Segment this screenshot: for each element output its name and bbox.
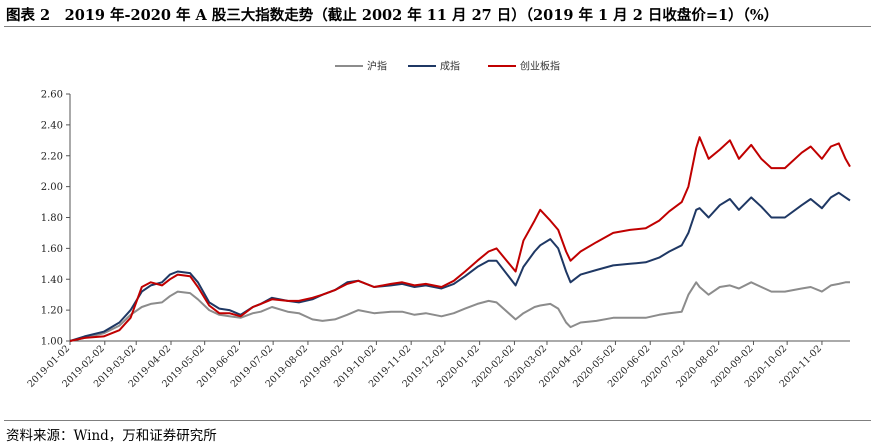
series-line <box>69 191 851 342</box>
bottom-divider <box>4 420 871 421</box>
legend-label: 创业板指 <box>520 60 560 73</box>
y-tick-label: 2.40 <box>41 120 63 131</box>
legend-label: 沪指 <box>367 60 387 73</box>
chart-series <box>69 136 851 342</box>
chart-axes: 1.001.201.401.601.802.002.202.402.602019… <box>26 90 850 390</box>
y-tick-label: 2.00 <box>41 182 63 193</box>
y-tick-label: 1.80 <box>41 213 63 224</box>
y-tick-label: 1.00 <box>41 337 63 348</box>
y-tick-label: 1.20 <box>41 306 63 317</box>
line-chart: 1.001.201.401.601.802.002.202.402.602019… <box>26 60 851 390</box>
figure-title: 图表 2 2019 年-2020 年 A 股三大指数走势（截止 2002 年 1… <box>6 7 779 24</box>
y-tick-label: 1.60 <box>41 244 63 255</box>
y-tick-label: 1.40 <box>41 275 63 286</box>
source-note: 资料来源：Wind，万和证券研究所 <box>6 428 217 444</box>
top-divider <box>4 26 871 27</box>
y-tick-label: 2.20 <box>41 151 63 162</box>
chart-legend: 沪指 成指 创业板指 <box>335 60 560 73</box>
legend-label: 成指 <box>440 60 460 73</box>
series-line <box>69 136 851 342</box>
y-tick-label: 2.60 <box>41 90 63 101</box>
series-line <box>69 281 850 342</box>
